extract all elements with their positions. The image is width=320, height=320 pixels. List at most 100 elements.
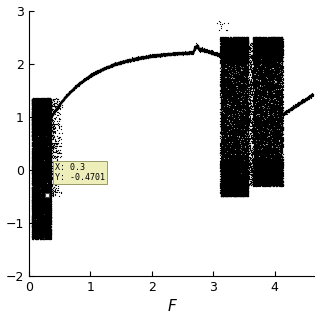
Point xyxy=(256,90,261,95)
Point xyxy=(260,41,265,46)
Point xyxy=(244,53,249,58)
Point xyxy=(30,163,35,168)
Point xyxy=(244,190,250,196)
Point xyxy=(267,165,272,170)
Point xyxy=(235,160,240,165)
Point xyxy=(277,132,282,137)
Point xyxy=(64,94,69,99)
Point xyxy=(47,226,52,231)
Point xyxy=(34,98,39,103)
Point xyxy=(189,51,194,56)
Point xyxy=(278,182,284,187)
Point xyxy=(263,119,268,124)
Point xyxy=(252,162,257,167)
Point xyxy=(258,52,263,58)
Point xyxy=(40,199,45,204)
Point xyxy=(262,162,267,167)
Point xyxy=(256,78,261,83)
Point xyxy=(252,68,257,73)
Point xyxy=(278,156,284,162)
Point xyxy=(279,61,284,66)
Point xyxy=(39,129,44,134)
Point xyxy=(255,157,260,163)
Point xyxy=(57,159,62,164)
Point xyxy=(267,74,272,79)
Point xyxy=(236,88,241,93)
Point xyxy=(267,124,272,129)
Point xyxy=(221,122,227,127)
Point xyxy=(251,169,256,174)
Point xyxy=(275,144,280,149)
Point xyxy=(268,63,274,68)
Point xyxy=(230,42,235,47)
Point xyxy=(34,97,39,102)
Point xyxy=(241,45,246,51)
Point xyxy=(146,52,151,58)
Point xyxy=(273,53,278,59)
Point xyxy=(224,68,229,73)
Point xyxy=(280,42,285,47)
Point xyxy=(239,174,244,179)
Point xyxy=(264,67,269,72)
Point xyxy=(266,174,271,179)
Point xyxy=(270,134,275,140)
Point xyxy=(277,177,282,182)
Point xyxy=(231,146,236,151)
Point xyxy=(263,157,268,163)
Point xyxy=(256,102,261,107)
Point xyxy=(245,54,251,60)
Point xyxy=(222,193,227,198)
Point xyxy=(280,41,285,46)
Point xyxy=(212,51,217,56)
Point xyxy=(255,63,260,68)
Point xyxy=(266,61,271,66)
Point xyxy=(161,52,166,57)
Point xyxy=(40,213,45,219)
Point xyxy=(39,106,44,111)
Point xyxy=(265,169,270,174)
Point xyxy=(278,137,283,142)
Point xyxy=(259,112,264,117)
Point xyxy=(271,36,276,41)
Point xyxy=(36,195,41,200)
Point xyxy=(40,111,45,116)
Point xyxy=(238,76,243,81)
Point xyxy=(146,53,151,59)
Point xyxy=(48,116,53,121)
Point xyxy=(279,126,284,131)
Point xyxy=(191,47,196,52)
Point xyxy=(243,69,248,74)
Point xyxy=(31,163,36,168)
Point xyxy=(262,140,267,145)
Point xyxy=(272,109,277,115)
Point xyxy=(36,120,41,125)
Point xyxy=(41,135,46,140)
Point xyxy=(44,145,50,150)
Point xyxy=(225,121,230,126)
Point xyxy=(44,186,50,191)
Point xyxy=(264,108,269,114)
Point xyxy=(53,103,58,108)
Point xyxy=(238,111,243,116)
Point xyxy=(224,189,229,194)
Point xyxy=(134,55,139,60)
Point xyxy=(273,115,278,120)
Point xyxy=(220,179,225,184)
Point xyxy=(232,58,237,63)
Point xyxy=(36,209,42,214)
Point xyxy=(308,94,313,99)
Point xyxy=(259,122,264,127)
Point xyxy=(232,35,237,40)
Point xyxy=(34,132,39,137)
Point xyxy=(47,217,52,222)
Point xyxy=(253,96,259,101)
Point xyxy=(219,172,224,178)
Point xyxy=(47,136,52,141)
Point xyxy=(218,58,223,63)
Point xyxy=(35,148,40,154)
Point xyxy=(268,146,273,151)
Point xyxy=(39,219,44,224)
Point xyxy=(33,100,38,105)
Point xyxy=(221,50,226,55)
Point xyxy=(251,115,256,120)
